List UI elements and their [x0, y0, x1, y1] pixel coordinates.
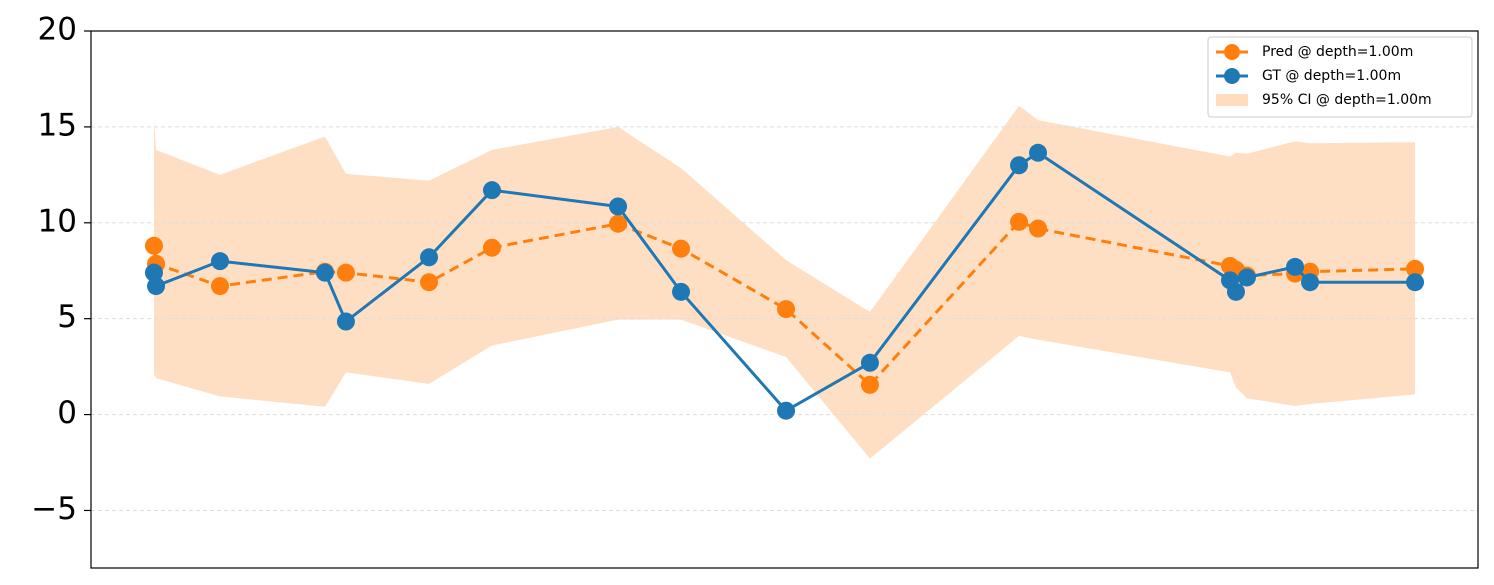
point: [1029, 219, 1048, 238]
y-tick-label: 5: [57, 299, 77, 335]
point: [420, 248, 439, 267]
point: [144, 236, 163, 255]
y-tick-label: 20: [38, 12, 77, 48]
point: [420, 273, 439, 292]
point: [672, 239, 691, 258]
legend-label: GT @ depth=1.00m: [1262, 68, 1401, 84]
point: [609, 214, 628, 233]
point: [1029, 143, 1048, 162]
point: [336, 263, 355, 282]
point: [1010, 156, 1029, 175]
legend-marker: [1224, 44, 1240, 60]
point: [482, 181, 501, 200]
point: [1301, 273, 1320, 292]
point: [860, 375, 879, 394]
point: [1286, 257, 1305, 276]
point: [336, 312, 355, 331]
point: [482, 238, 501, 257]
y-tick-label: 10: [38, 203, 77, 239]
legend-label: Pred @ depth=1.00m: [1262, 44, 1413, 60]
legend-marker: [1224, 68, 1240, 84]
legend-box: [1207, 36, 1473, 118]
y-tick-label: 15: [38, 107, 77, 143]
point: [1237, 268, 1256, 287]
point: [210, 277, 229, 296]
point: [1406, 259, 1425, 278]
point: [210, 252, 229, 271]
legend-label: 95% CI @ depth=1.00m: [1262, 92, 1432, 108]
point: [1226, 282, 1245, 301]
legend: Pred @ depth=1.00m GT @ depth=1.00m 95% CI…: [1207, 36, 1473, 118]
y-tick-label: −5: [31, 491, 77, 527]
point: [1010, 212, 1029, 231]
point: [777, 401, 796, 420]
point: [144, 263, 163, 282]
point: [147, 277, 166, 296]
point: [672, 282, 691, 301]
point: [315, 263, 334, 282]
point: [860, 353, 879, 372]
point: [1406, 273, 1425, 292]
point: [609, 197, 628, 216]
y-tick-label: 0: [57, 395, 77, 431]
plot-frame: [90, 30, 1479, 569]
legend-swatch: [1216, 94, 1248, 106]
point: [777, 300, 796, 319]
